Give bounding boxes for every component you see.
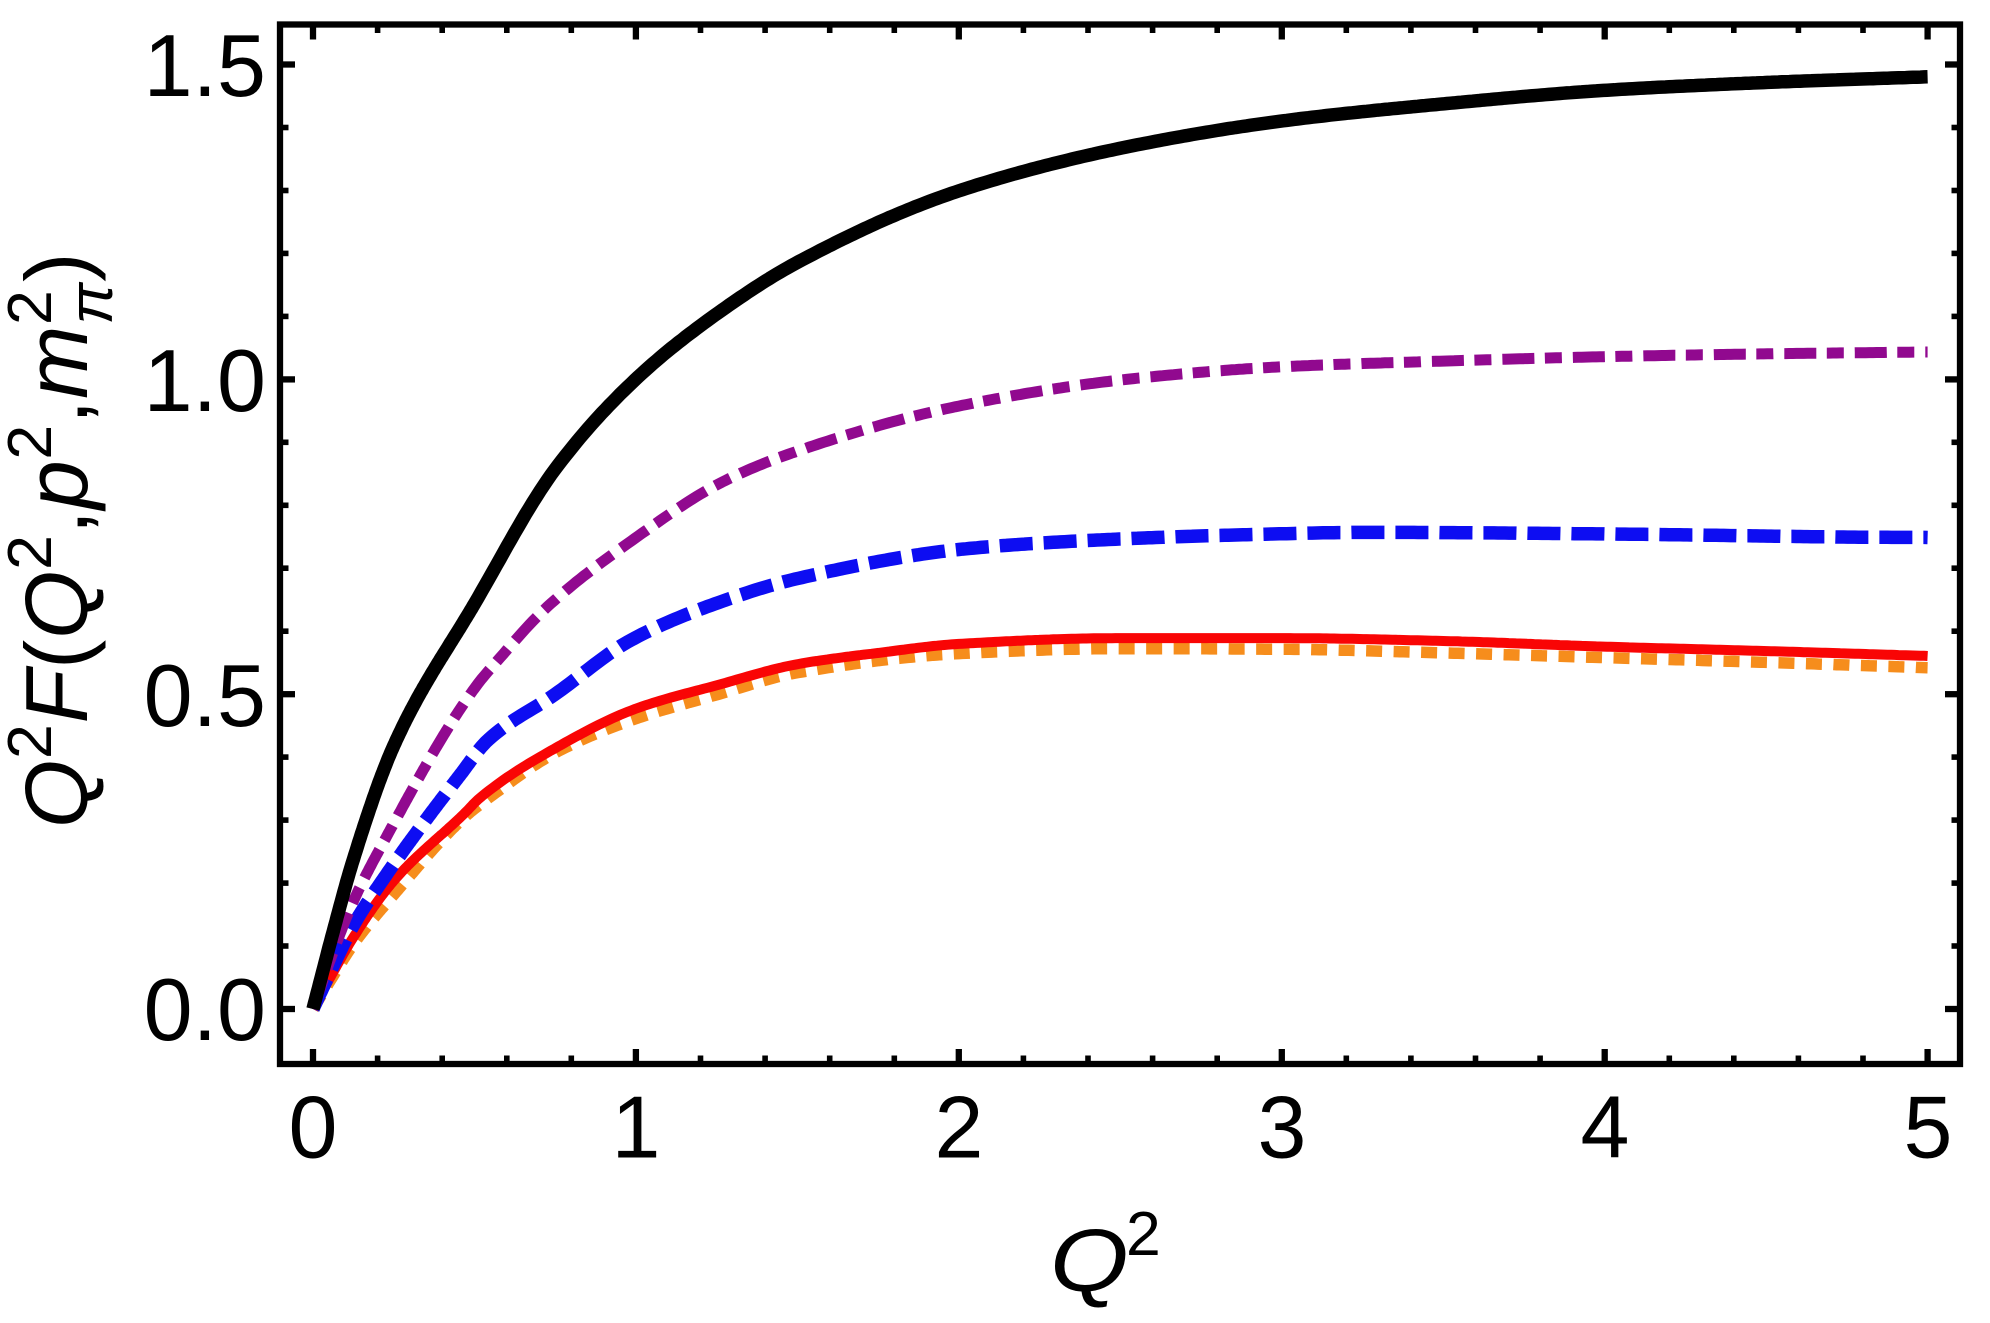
svg-text:1.0: 1.0 <box>144 331 266 430</box>
svg-text:0.0: 0.0 <box>144 960 266 1059</box>
svg-text:3: 3 <box>1258 1078 1307 1177</box>
svg-text:2: 2 <box>1126 1199 1161 1269</box>
svg-text:0: 0 <box>289 1078 338 1177</box>
svg-text:Q: Q <box>1050 1212 1129 1310</box>
svg-text:Q2F(Q2,p2,m2π): Q2F(Q2,p2,m2π) <box>0 252 126 828</box>
svg-text:2: 2 <box>935 1078 984 1177</box>
svg-text:1: 1 <box>612 1078 661 1177</box>
svg-text:5: 5 <box>1904 1078 1953 1177</box>
svg-text:4: 4 <box>1581 1078 1630 1177</box>
svg-text:1.5: 1.5 <box>144 16 266 115</box>
svg-text:0.5: 0.5 <box>144 646 266 745</box>
